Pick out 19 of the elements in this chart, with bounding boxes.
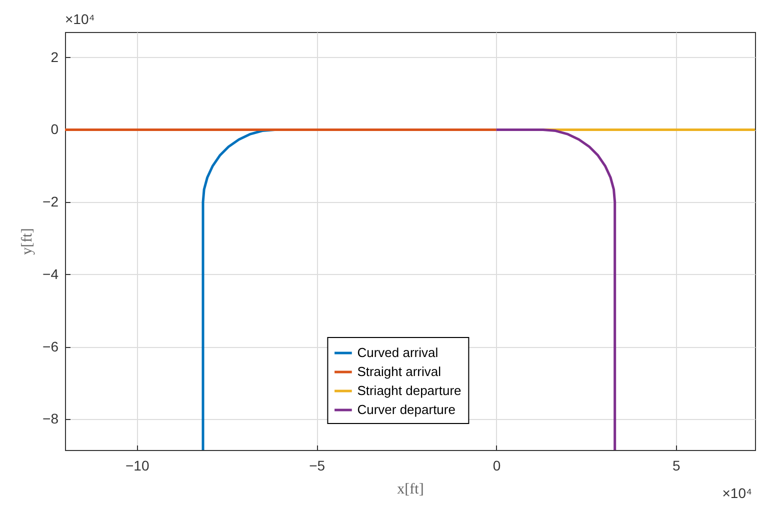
x-tick-label: −10 [126,458,150,474]
y-tick-label: −6 [42,338,59,354]
y-axis-title: y[ft] [20,228,36,255]
x-tick-label: −5 [309,458,326,474]
legend-label: Curver departure [357,402,456,417]
x-tick-label: 5 [672,458,681,474]
text: ×10⁴ [722,485,752,501]
legend-label: Straight arrival [357,364,442,379]
y-tick-label: 2 [50,48,59,65]
y-tick-label: −4 [42,266,59,282]
line-series [495,128,616,450]
y-tick-label: 0 [50,121,59,138]
legend-label: Striaght departure [357,383,462,398]
text: ×10⁴ [65,11,95,27]
y-tick-label: −8 [42,410,59,427]
y-tick-label: −2 [42,194,59,210]
x-axis-title: x[ft] [397,482,424,498]
legend-label: Curved arrival [357,345,438,360]
x-tick-label: 0 [492,458,501,474]
